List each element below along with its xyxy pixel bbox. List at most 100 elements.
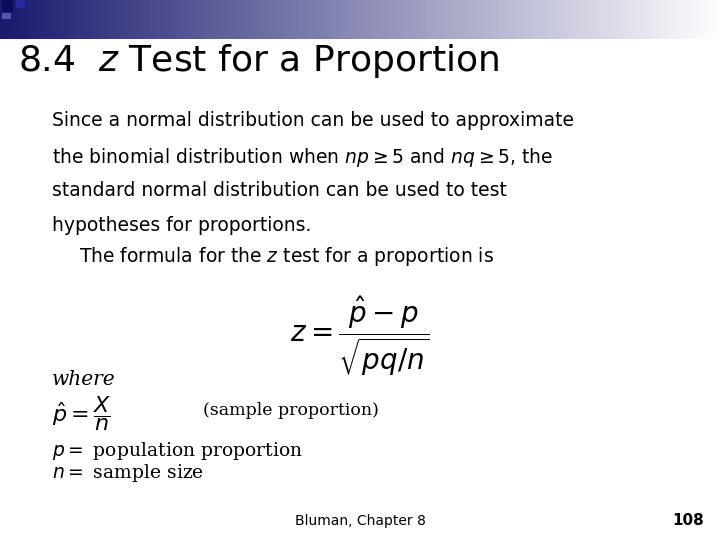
Bar bbox=[572, 0, 576, 39]
Bar bbox=[554, 0, 558, 39]
Bar bbox=[454, 0, 457, 39]
Bar bbox=[104, 0, 108, 39]
Bar bbox=[191, 0, 194, 39]
Bar bbox=[184, 0, 187, 39]
Bar bbox=[475, 0, 479, 39]
Bar bbox=[353, 0, 356, 39]
Bar bbox=[551, 0, 554, 39]
Bar bbox=[450, 0, 454, 39]
Bar bbox=[698, 0, 702, 39]
Bar bbox=[180, 0, 184, 39]
Text: the binomial distribution when $np \geq 5$ and $nq \geq 5$, the: the binomial distribution when $np \geq … bbox=[52, 146, 553, 169]
Bar bbox=[230, 0, 234, 39]
Bar bbox=[407, 0, 410, 39]
Text: $p = $ population proportion: $p = $ population proportion bbox=[52, 440, 303, 462]
Bar bbox=[54, 0, 58, 39]
Bar bbox=[684, 0, 688, 39]
Bar bbox=[115, 0, 119, 39]
Bar bbox=[396, 0, 400, 39]
Bar bbox=[472, 0, 475, 39]
Bar bbox=[155, 0, 158, 39]
Bar bbox=[522, 0, 526, 39]
Bar bbox=[338, 0, 342, 39]
Bar bbox=[94, 0, 97, 39]
Bar bbox=[626, 0, 630, 39]
Bar bbox=[263, 0, 266, 39]
Bar bbox=[227, 0, 230, 39]
Text: $z = \dfrac{\hat{p} - p}{\sqrt{pq/n}}$: $z = \dfrac{\hat{p} - p}{\sqrt{pq/n}}$ bbox=[290, 294, 430, 378]
Bar bbox=[331, 0, 335, 39]
Bar bbox=[0, 0, 4, 39]
Bar bbox=[648, 0, 652, 39]
Bar bbox=[122, 0, 126, 39]
Bar bbox=[7, 0, 11, 39]
Bar bbox=[662, 0, 666, 39]
Bar bbox=[270, 0, 274, 39]
Bar bbox=[598, 0, 601, 39]
Bar bbox=[436, 0, 439, 39]
Bar bbox=[547, 0, 551, 39]
Bar bbox=[18, 0, 22, 39]
Bar bbox=[400, 0, 403, 39]
Bar bbox=[151, 0, 155, 39]
Bar bbox=[659, 0, 662, 39]
Bar bbox=[310, 0, 313, 39]
Bar bbox=[241, 0, 245, 39]
Bar bbox=[119, 0, 122, 39]
Bar bbox=[40, 0, 43, 39]
Bar bbox=[162, 0, 166, 39]
Bar bbox=[252, 0, 256, 39]
Bar bbox=[500, 0, 504, 39]
Bar bbox=[594, 0, 598, 39]
Bar bbox=[680, 0, 684, 39]
Bar bbox=[403, 0, 407, 39]
Bar bbox=[126, 0, 130, 39]
Bar bbox=[25, 0, 29, 39]
Bar bbox=[601, 0, 605, 39]
Bar bbox=[61, 0, 65, 39]
Bar bbox=[529, 0, 533, 39]
Bar bbox=[569, 0, 572, 39]
Bar bbox=[137, 0, 140, 39]
Bar bbox=[324, 0, 328, 39]
Bar bbox=[504, 0, 508, 39]
Bar bbox=[515, 0, 518, 39]
Bar bbox=[36, 0, 40, 39]
Bar bbox=[32, 0, 36, 39]
Bar bbox=[619, 0, 623, 39]
Bar bbox=[259, 0, 263, 39]
Bar bbox=[76, 0, 79, 39]
Bar bbox=[356, 0, 360, 39]
Bar bbox=[346, 0, 349, 39]
Bar bbox=[256, 0, 259, 39]
Bar bbox=[29, 0, 32, 39]
Bar bbox=[371, 0, 374, 39]
Text: standard normal distribution can be used to test: standard normal distribution can be used… bbox=[52, 181, 507, 200]
Bar bbox=[374, 0, 378, 39]
Bar bbox=[677, 0, 680, 39]
Bar bbox=[695, 0, 698, 39]
Bar bbox=[58, 0, 61, 39]
Bar bbox=[302, 0, 306, 39]
Bar bbox=[220, 0, 223, 39]
Bar bbox=[702, 0, 706, 39]
Bar bbox=[623, 0, 626, 39]
Text: $\hat{p} = \dfrac{X}{n}$: $\hat{p} = \dfrac{X}{n}$ bbox=[52, 394, 111, 433]
Text: Bluman, Chapter 8: Bluman, Chapter 8 bbox=[294, 514, 426, 528]
Text: $n = $ sample size: $n = $ sample size bbox=[52, 462, 204, 484]
Bar bbox=[14, 0, 18, 39]
Bar bbox=[630, 0, 634, 39]
Bar bbox=[464, 0, 468, 39]
Bar bbox=[490, 0, 493, 39]
Bar bbox=[2, 0, 13, 12]
Bar bbox=[212, 0, 216, 39]
Bar bbox=[533, 0, 536, 39]
Bar bbox=[367, 0, 371, 39]
Bar bbox=[382, 0, 385, 39]
Bar bbox=[281, 0, 284, 39]
Bar bbox=[4, 0, 7, 39]
Bar bbox=[2, 13, 11, 19]
Text: The formula for the $z$ test for a proportion is: The formula for the $z$ test for a propo… bbox=[79, 245, 494, 268]
Bar bbox=[238, 0, 241, 39]
Bar bbox=[284, 0, 288, 39]
